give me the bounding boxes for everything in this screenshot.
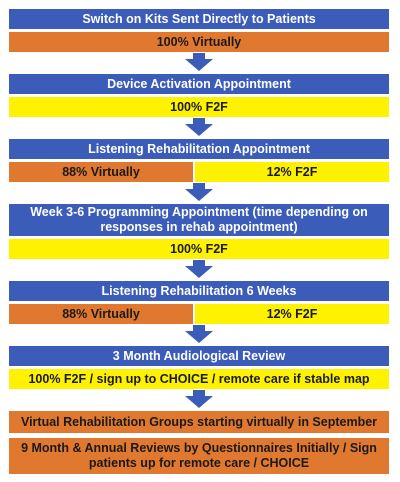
step-4-outcome: 100% F2F — [8, 238, 390, 260]
step-4-title: Week 3-6 Programming Appointment (time d… — [8, 203, 390, 237]
flow-arrow-stem — [193, 53, 205, 59]
step-5-split: 88% Virtually 12% F2F — [8, 303, 390, 325]
flow-arrow-stem — [193, 390, 205, 396]
step-3-outcome-f2f: 12% F2F — [194, 161, 390, 183]
flow-arrow-down-icon — [185, 189, 213, 201]
flow-arrow-down-icon — [185, 59, 213, 71]
step-3-title: Listening Rehabilitation Appointment — [8, 138, 390, 160]
step-5-outcome-f2f: 12% F2F — [194, 303, 390, 325]
step-6-title: 3 Month Audiological Review — [8, 345, 390, 367]
step-3-split: 88% Virtually 12% F2F — [8, 161, 390, 183]
flow-arrow-stem — [193, 118, 205, 124]
flow-arrow-stem — [193, 260, 205, 266]
flow-arrow-down-icon — [185, 331, 213, 343]
final-annual-reviews: 9 Month & Annual Reviews by Questionnair… — [8, 437, 390, 475]
step-6-outcome: 100% F2F / sign up to CHOICE / remote ca… — [8, 368, 390, 390]
flow-arrow-down-icon — [185, 396, 213, 408]
step-2-title: Device Activation Appointment — [8, 73, 390, 95]
flow-arrow-stem — [193, 183, 205, 189]
final-virtual-rehab-groups: Virtual Rehabilitation Groups starting v… — [8, 410, 390, 434]
step-5-outcome-virtual: 88% Virtually — [8, 303, 194, 325]
step-5-title: Listening Rehabilitation 6 Weeks — [8, 280, 390, 302]
step-2-outcome: 100% F2F — [8, 96, 390, 118]
flow-arrow-stem — [193, 325, 205, 331]
flow-arrow-down-icon — [185, 124, 213, 136]
step-1-title: Switch on Kits Sent Directly to Patients — [8, 8, 390, 30]
step-1-outcome: 100% Virtually — [8, 31, 390, 53]
step-3-outcome-virtual: 88% Virtually — [8, 161, 194, 183]
flow-arrow-down-icon — [185, 266, 213, 278]
